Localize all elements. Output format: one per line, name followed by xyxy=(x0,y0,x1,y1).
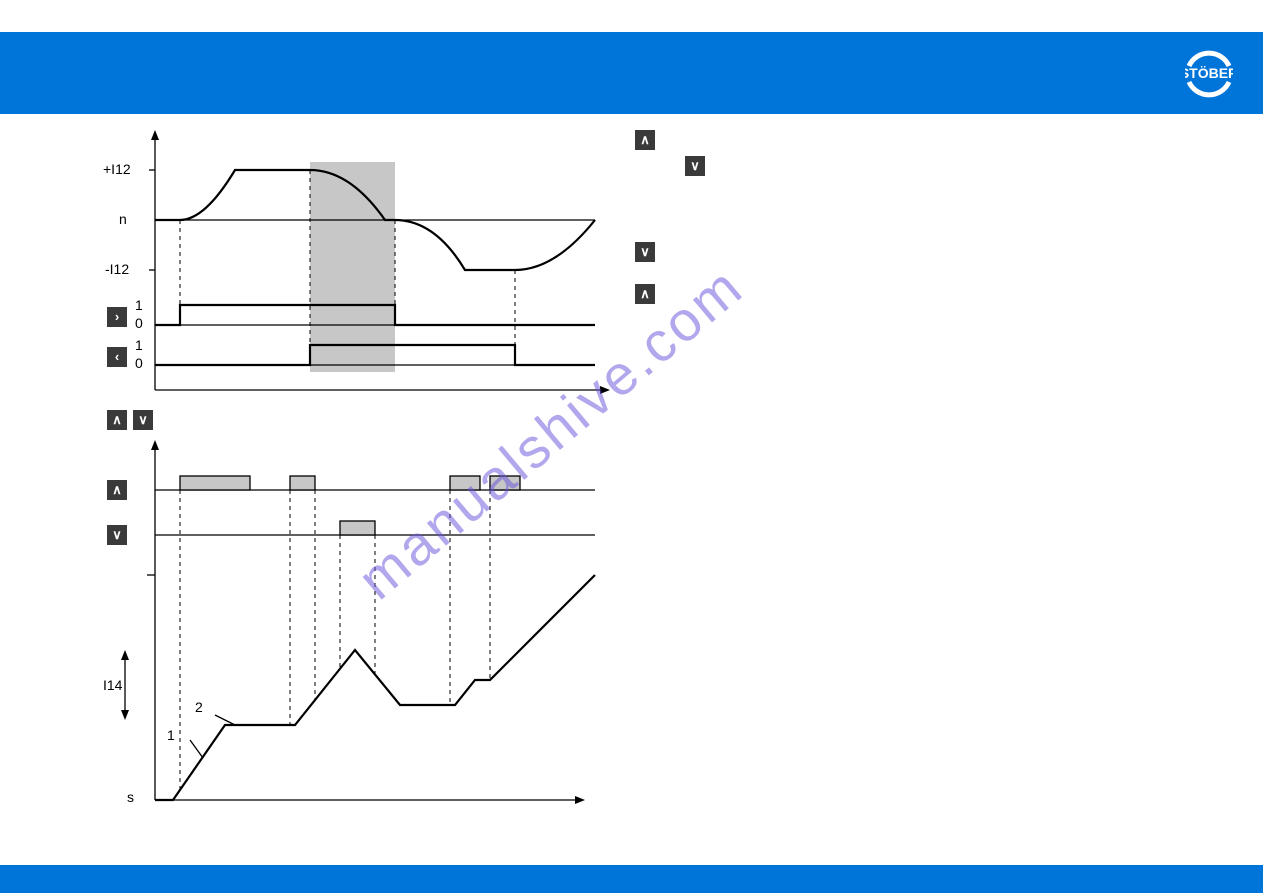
svg-text:STÖBER: STÖBER xyxy=(1185,65,1233,81)
diagram-1-svg: +I12 n -I12 1 0 1 0 xyxy=(95,130,615,400)
diagram-tip-step: I14 1 2 s ∧ ∨ xyxy=(95,440,615,820)
lbl-sig2-lo: 0 xyxy=(135,355,143,371)
lbl-s: s xyxy=(127,789,134,805)
chevron-down-icon-legend: ∨ xyxy=(685,156,705,176)
legend-val xyxy=(725,284,1195,304)
arrow-left-icon: ‹ xyxy=(107,347,127,367)
legend-column: ∧ ∨ ∨ ∧ xyxy=(635,130,1195,310)
marker-1: 1 xyxy=(167,727,175,743)
lbl-sig2-hi: 1 xyxy=(135,337,143,353)
marker-2: 2 xyxy=(195,699,203,715)
legend-val xyxy=(725,242,1195,262)
legend-row: ∨ xyxy=(635,242,1195,262)
diagram-tip-mode: +I12 n -I12 1 0 1 0 › ‹ xyxy=(95,130,615,400)
legend-val xyxy=(725,130,1195,150)
tip-pair-icons: ∧ ∨ xyxy=(95,406,615,440)
legend-val xyxy=(725,156,1195,176)
legend-row: ∧ xyxy=(635,284,1195,304)
legend-key: ∧ xyxy=(635,132,655,146)
lbl-n: n xyxy=(119,211,127,227)
arrow-right-icon: › xyxy=(107,307,127,327)
legend-row: ∧ xyxy=(635,130,1195,150)
chevron-up-icon: ∧ xyxy=(107,410,127,430)
legend-row: ∨ xyxy=(635,156,1195,176)
header-band xyxy=(0,32,1263,114)
lbl-sig1-hi: 1 xyxy=(135,297,143,313)
chevron-up-icon-2: ∧ xyxy=(107,480,127,500)
chevron-down-icon-2: ∨ xyxy=(107,525,127,545)
footer-band xyxy=(0,865,1263,893)
chevron-down-icon: ∨ xyxy=(133,410,153,430)
diagram-2-svg: I14 1 2 s xyxy=(95,440,615,820)
brand-logo: STÖBER xyxy=(1185,50,1233,98)
page-content: +I12 n -I12 1 0 1 0 › ‹ ∧ ∨ xyxy=(95,130,1203,853)
lbl-i14: I14 xyxy=(103,677,123,693)
chevron-up-icon-legend: ∧ xyxy=(635,130,655,150)
lbl-pos-i12: +I12 xyxy=(103,161,131,177)
lbl-sig1-lo: 0 xyxy=(135,315,143,331)
chevron-up-icon-legend2: ∧ xyxy=(635,284,655,304)
chevron-down-icon-legend2: ∨ xyxy=(635,242,655,262)
lbl-neg-i12: -I12 xyxy=(105,261,129,277)
